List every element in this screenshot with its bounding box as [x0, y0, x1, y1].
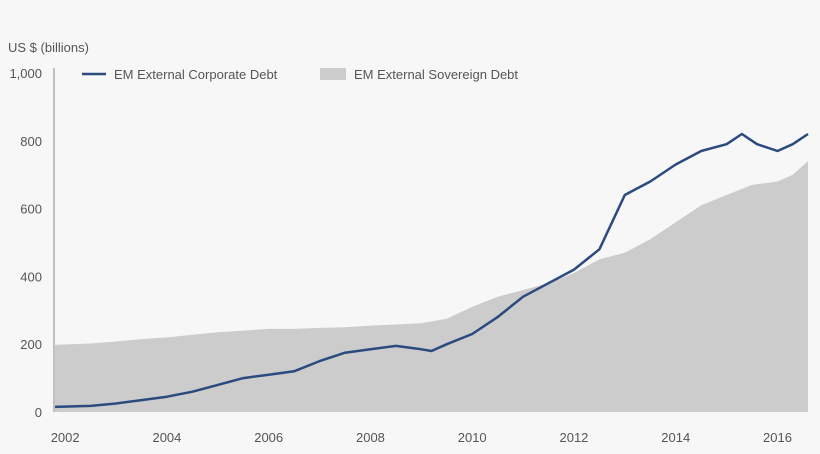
y-tick-label: 800	[20, 134, 42, 149]
y-tick-label: 400	[20, 269, 42, 284]
x-tick-label: 2004	[152, 430, 181, 445]
y-tick-label: 1,000	[9, 66, 42, 81]
legend-swatch-sovereign	[320, 68, 346, 80]
legend-label-corporate: EM External Corporate Debt	[114, 67, 278, 82]
y-tick-label: 600	[20, 202, 42, 217]
x-tick-label: 2012	[559, 430, 588, 445]
axes-layer: 0 200 400 600 800 1,000 2002 2004 2006 2008 2010 20…	[9, 66, 791, 445]
legend: EM External Corporate Debt EM External So…	[82, 67, 518, 82]
area-layer	[55, 161, 808, 412]
x-tick-label: 2002	[51, 430, 80, 445]
series-line-corporate	[54, 132, 809, 409]
y-tick-label: 200	[20, 337, 42, 352]
x-tick-label: 2008	[356, 430, 385, 445]
y-tick-label: 0	[35, 405, 42, 420]
x-tick-label: 2016	[763, 430, 792, 445]
x-tick-label: 2006	[254, 430, 283, 445]
legend-label-sovereign: EM External Sovereign Debt	[354, 67, 518, 82]
y-unit-label: US $ (billions)	[8, 40, 89, 55]
series-area-sovereign	[55, 161, 808, 412]
x-tick-label: 2014	[661, 430, 690, 445]
x-tick-label: 2010	[458, 430, 487, 445]
line-layer	[54, 132, 809, 409]
